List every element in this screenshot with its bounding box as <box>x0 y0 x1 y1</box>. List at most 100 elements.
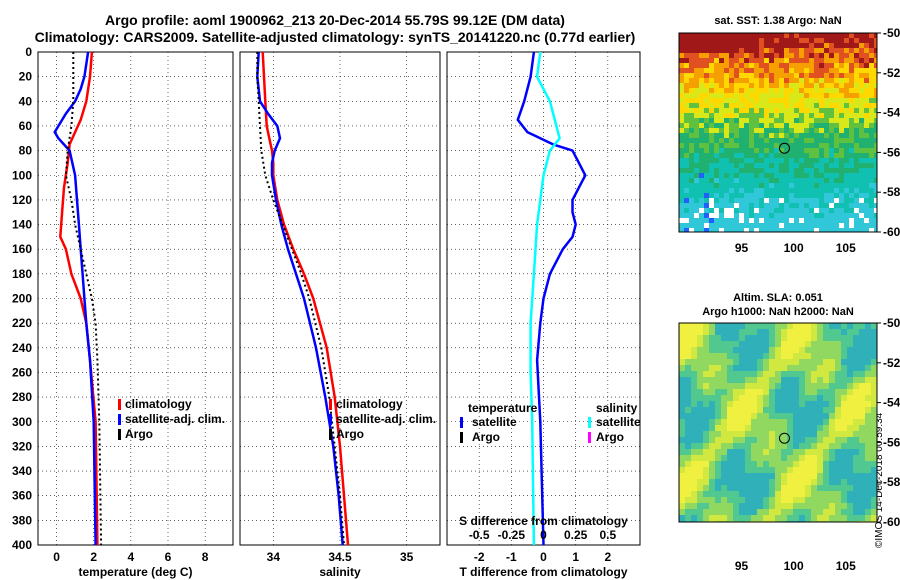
sst-map-cell <box>739 88 744 93</box>
sst-map-cell <box>834 203 839 208</box>
sst-map-cell <box>849 173 854 178</box>
sst-map-cell <box>794 163 799 168</box>
sst-map-cell <box>739 123 744 128</box>
sst-map-cell <box>799 43 804 48</box>
sst-map-cell <box>854 123 859 128</box>
sla-map-cell <box>835 407 841 413</box>
sst-map-cell <box>784 163 789 168</box>
sst-map-cell <box>714 123 719 128</box>
sla-map-cell <box>697 407 703 413</box>
sst-map-cell <box>849 108 854 113</box>
sst-map-cell <box>729 43 734 48</box>
sst-map-cell <box>814 228 819 232</box>
sst-map-cell <box>719 188 724 193</box>
sla-map-cell <box>751 479 757 485</box>
sla-map-cell <box>865 509 871 515</box>
diff-legend-swatch <box>588 417 591 428</box>
sst-map-cell <box>684 83 689 88</box>
sst-map-cell <box>859 88 864 93</box>
depth-tick-label: 240 <box>12 341 32 355</box>
sst-map-cell <box>869 138 874 143</box>
sst-map-cell <box>769 148 774 153</box>
sla-map-cell <box>697 413 703 419</box>
sst-map-cell <box>794 173 799 178</box>
sla-map-cell <box>835 497 841 503</box>
sst-map-cell <box>794 203 799 208</box>
sst-map-cell <box>724 148 729 153</box>
sla-map-cell <box>805 419 811 425</box>
sst-map-cell <box>799 68 804 73</box>
sst-map-cell <box>859 213 864 218</box>
sla-map-cell <box>871 491 877 497</box>
sla-map-cell <box>727 467 733 473</box>
sst-map-cell <box>819 223 824 228</box>
sst-map-cell <box>704 193 709 198</box>
sla-map-cell <box>817 389 823 395</box>
sla-map-cell <box>691 329 697 335</box>
sla-map-cell <box>829 473 835 479</box>
sst-map-cell <box>809 193 814 198</box>
sst-map-cell <box>729 228 734 232</box>
sst-map-cell <box>744 103 749 108</box>
sla-map-cell <box>835 449 841 455</box>
sst-map-cell <box>844 108 849 113</box>
sla-map-cell <box>715 323 721 329</box>
sla-map-cell <box>739 347 745 353</box>
sla-map-cell <box>727 425 733 431</box>
sst-map-cell <box>734 168 739 173</box>
sla-map-cell <box>829 359 835 365</box>
sst-map-cell <box>809 83 814 88</box>
sst-map-cell <box>724 213 729 218</box>
sst-map-cell <box>749 228 754 232</box>
sla-map-cell <box>691 431 697 437</box>
sst-map-cell <box>759 193 764 198</box>
sst-map-cell <box>759 83 764 88</box>
sla-map-cell <box>823 407 829 413</box>
sla-map-cell <box>721 419 727 425</box>
sst-map-cell <box>734 223 739 228</box>
sla-map-cell <box>799 425 805 431</box>
sst-map-cell <box>779 33 784 38</box>
sla-map-cell <box>781 395 787 401</box>
sla-map-cell <box>703 383 709 389</box>
sla-map-cell <box>697 365 703 371</box>
sst-map-cell <box>769 188 774 193</box>
sla-map-cell <box>739 323 745 329</box>
sla-map-cell <box>865 419 871 425</box>
sst-map-cell <box>874 198 877 203</box>
sla-map-cell <box>853 341 859 347</box>
sla-map-cell <box>751 467 757 473</box>
sla-map-cell <box>781 443 787 449</box>
sst-map-cell <box>709 228 714 232</box>
sst-map-cell <box>779 38 784 43</box>
sst-map-cell <box>779 163 784 168</box>
sst-map-cell <box>754 88 759 93</box>
sst-map-cell <box>799 33 804 38</box>
sst-map-cell <box>759 133 764 138</box>
sst-map-cell <box>849 53 854 58</box>
sst-map-cell <box>849 148 854 153</box>
sst-map-cell <box>794 83 799 88</box>
sst-map-cell <box>734 158 739 163</box>
sla-map-cell <box>679 431 685 437</box>
sst-map-cell <box>774 173 779 178</box>
sst-map-cell <box>824 213 829 218</box>
sst-map-cell <box>814 58 819 63</box>
sst-map-cell <box>684 98 689 103</box>
sst-map-cell <box>739 138 744 143</box>
sla-map-cell <box>697 431 703 437</box>
sst-map-cell <box>819 83 824 88</box>
sst-map-cell <box>769 98 774 103</box>
sst-map-cell <box>829 168 834 173</box>
sst-map-cell <box>799 173 804 178</box>
sst-map-cell <box>794 128 799 133</box>
sla-map-cell <box>817 461 823 467</box>
sla-map-cell <box>853 485 859 491</box>
sla-map-cell <box>781 413 787 419</box>
sst-map-cell <box>814 168 819 173</box>
sla-map-cell <box>679 419 685 425</box>
sst-map-cell <box>769 178 774 183</box>
sla-map-cell <box>787 401 793 407</box>
sla-map-cell <box>715 353 721 359</box>
sst-map-cell <box>784 203 789 208</box>
